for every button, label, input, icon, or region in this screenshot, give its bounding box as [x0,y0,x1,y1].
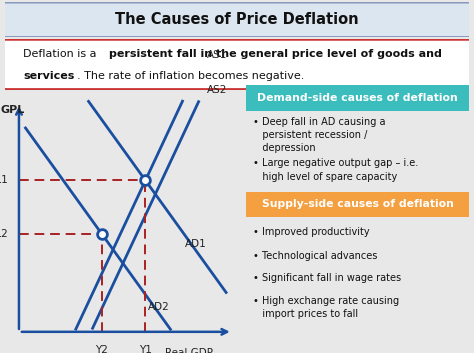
Text: Supply-side causes of deflation: Supply-side causes of deflation [262,199,454,209]
Text: • Technological advances: • Technological advances [253,251,377,261]
Text: . The rate of inflation becomes negative.: . The rate of inflation becomes negative… [77,71,304,81]
Text: Y1: Y1 [139,346,152,353]
Text: AD1: AD1 [185,239,206,249]
Text: GPL2: GPL2 [0,229,8,239]
FancyBboxPatch shape [233,190,474,219]
Text: The Causes of Price Deflation: The Causes of Price Deflation [115,12,359,26]
Text: GPL: GPL [0,106,25,115]
Text: Y2: Y2 [95,346,108,353]
Text: Deflation is a: Deflation is a [23,49,100,59]
Text: Demand-side causes of deflation: Demand-side causes of deflation [257,93,458,103]
Text: • Significant fall in wage rates: • Significant fall in wage rates [253,274,401,283]
Text: • Deep fall in AD causing a
   persistent recession /
   depression: • Deep fall in AD causing a persistent r… [253,117,386,153]
Text: persistent fall in the general price level of goods and: persistent fall in the general price lev… [109,49,442,59]
Text: • High exchange rate causing
   import prices to fall: • High exchange rate causing import pric… [253,296,399,319]
Text: AD2: AD2 [147,301,169,312]
FancyBboxPatch shape [0,2,474,37]
Text: AS2: AS2 [207,84,227,95]
Text: • Improved productivity: • Improved productivity [253,227,370,238]
Text: AS1: AS1 [207,49,227,60]
Text: • Large negative output gap – i.e.
   high level of spare capacity: • Large negative output gap – i.e. high … [253,158,419,182]
Text: services: services [23,71,75,81]
FancyBboxPatch shape [0,39,474,90]
Text: GPL1: GPL1 [0,175,8,185]
FancyBboxPatch shape [233,83,474,113]
Text: Real GDP: Real GDP [165,348,213,353]
